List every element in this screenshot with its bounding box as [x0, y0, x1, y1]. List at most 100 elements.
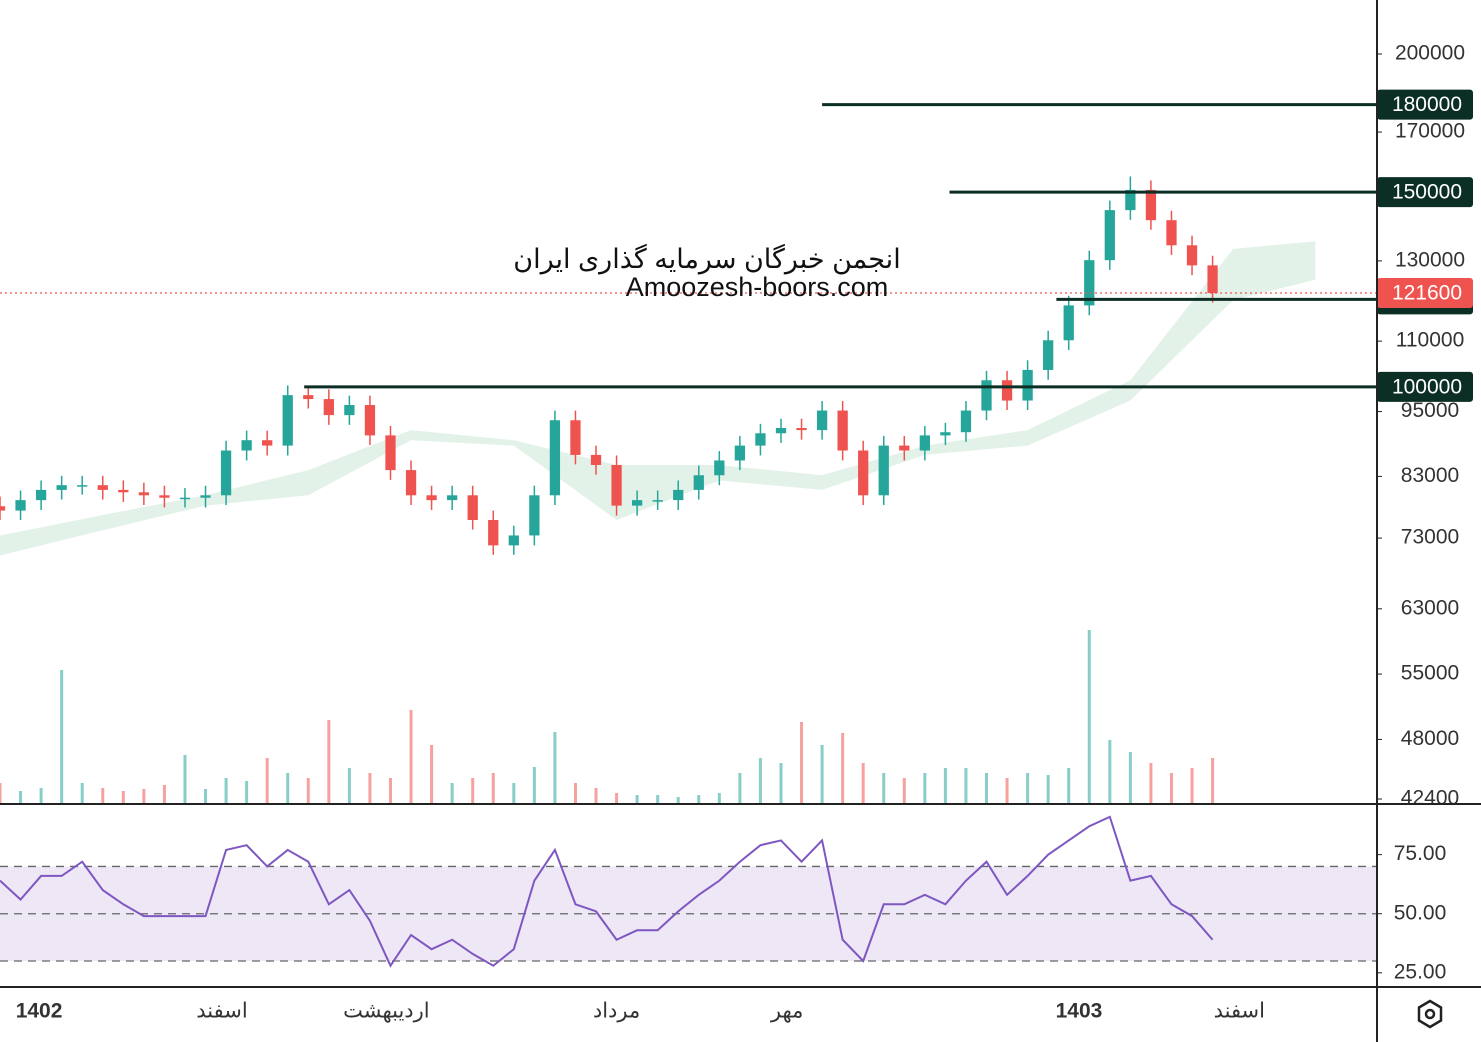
candle-body [570, 420, 581, 455]
level-label: 150000 [1392, 181, 1462, 204]
y-tick-label: 25.00 [1394, 960, 1447, 983]
x-tick-label: اسفند [196, 1000, 247, 1023]
candle-body [652, 500, 663, 502]
candle-body [1207, 265, 1218, 293]
volume-bar [841, 733, 845, 803]
candle-body [734, 445, 746, 461]
volume-bar [430, 745, 434, 803]
candle-body [15, 500, 26, 511]
candle-body [118, 489, 129, 493]
candle-body [138, 492, 150, 496]
volume-bar [615, 793, 619, 803]
volume-bar [697, 795, 701, 803]
settings-icon[interactable] [1417, 999, 1443, 1029]
level-label-box [1377, 89, 1473, 120]
candle-body [303, 395, 314, 400]
candle-body [1063, 305, 1074, 341]
volume-bar [1128, 752, 1132, 803]
candle-body [775, 428, 787, 434]
candle-body [858, 450, 869, 496]
x-tick-label: مرداد [593, 1000, 640, 1023]
y-tick-label: 75.00 [1394, 842, 1447, 865]
volume-bar [902, 778, 906, 803]
level-label-box [1377, 177, 1473, 208]
volume-bar [0, 783, 2, 803]
candle-body [631, 500, 643, 506]
volume-bar [409, 710, 413, 803]
volume-bar [162, 785, 166, 803]
volume-bar [204, 789, 208, 803]
x-tick-label: اردیبهشت [343, 1000, 430, 1023]
candle-body [426, 495, 437, 501]
candle-body [508, 535, 519, 546]
candle-body [1022, 369, 1033, 401]
candle-body [919, 435, 930, 451]
volume-bar [60, 670, 64, 803]
candle-body [878, 445, 889, 496]
volume-bar [594, 788, 598, 803]
candle-body [693, 475, 704, 490]
candle-body [323, 399, 334, 416]
candle-body [1001, 380, 1013, 401]
level-label: 180000 [1392, 93, 1462, 116]
watermark-title: انجمن خبرگان سرمایه گذاری ایران [513, 243, 900, 275]
candle-body [1043, 340, 1054, 370]
volume-bar [183, 755, 187, 803]
volume-bar [1046, 775, 1050, 803]
volume-bar [245, 781, 249, 803]
candle-body [179, 497, 191, 500]
volume-bar [923, 773, 927, 803]
volume-bar [676, 797, 680, 803]
volume-bar [512, 783, 516, 803]
candle-body [1186, 245, 1198, 266]
y-tick-label: 42400 [1401, 787, 1459, 810]
candle-body [1125, 189, 1136, 211]
volume-bar [943, 768, 947, 803]
volume-bar [265, 758, 269, 803]
volume-bar [1067, 768, 1071, 803]
volume-bar [224, 778, 228, 803]
volume-bar [306, 778, 310, 803]
candle-body [56, 485, 67, 490]
y-tick-label: 83000 [1401, 464, 1459, 487]
volume-bar [368, 773, 372, 803]
y-tick-label: 130000 [1395, 248, 1465, 271]
volume-bar [286, 773, 290, 803]
candle-body [673, 489, 684, 501]
volume-bar [779, 763, 783, 803]
volume-bar [820, 745, 824, 803]
y-tick-label: 200000 [1395, 42, 1465, 65]
candle-body [159, 495, 170, 498]
candle-body [467, 495, 478, 520]
x-tick-label: مهر [770, 1000, 804, 1023]
candle-body [899, 445, 910, 451]
volume-bar [1087, 630, 1091, 803]
candle-body [364, 405, 376, 436]
last-price-label: 121600 [1392, 282, 1462, 305]
volume-bar [1026, 773, 1030, 803]
volume-bar [1190, 768, 1194, 803]
candle-body [385, 435, 396, 471]
candle-body [344, 405, 355, 416]
volume-bar [80, 783, 84, 803]
x-tick-label: 1403 [1056, 1000, 1103, 1023]
candle-body [611, 464, 622, 506]
volume-bar [573, 783, 577, 803]
y-tick-label: 63000 [1401, 596, 1459, 619]
level-label-box [1377, 371, 1473, 402]
candle-body [97, 485, 108, 490]
volume-bar [39, 788, 43, 803]
y-tick-label: 95000 [1401, 399, 1459, 422]
candle-body [529, 495, 540, 536]
candle-body [755, 433, 766, 446]
y-tick-label: 110000 [1396, 329, 1465, 352]
candle-body [35, 489, 47, 501]
candle-body [1145, 189, 1157, 221]
volume-bar [861, 763, 865, 803]
volume-bar [800, 722, 804, 803]
y-tick-label: 55000 [1401, 662, 1459, 685]
volume-bar [388, 778, 392, 803]
plot-area: 200000 170000 130000 110000 95000 83000 73000 6… [0, 42, 1473, 1023]
volume-bar [347, 768, 351, 803]
volume-bar [964, 768, 968, 803]
